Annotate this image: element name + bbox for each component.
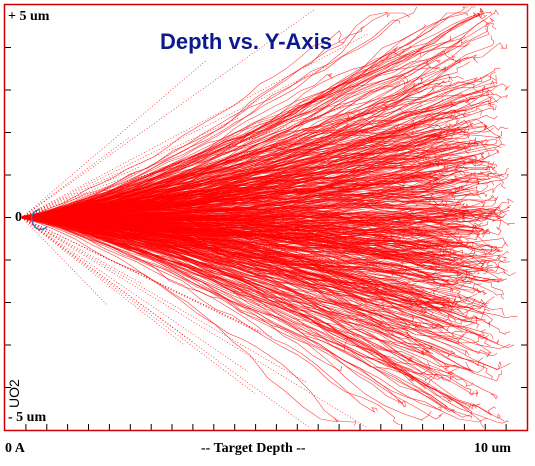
ion-trajectory: [21, 216, 470, 356]
ion-trajectory: [21, 12, 486, 219]
ion-trajectory: [21, 217, 485, 373]
ion-trajectory: [21, 119, 469, 218]
ion-trajectory: [21, 217, 449, 286]
outlier-trajectory: [21, 217, 308, 384]
ion-trajectory: [21, 217, 439, 386]
ion-trajectory: [21, 42, 508, 218]
ion-trajectory: [21, 118, 484, 218]
axis-ticks: [5, 47, 527, 430]
ion-trajectory: [21, 217, 432, 421]
ion-trajectory: [21, 14, 488, 218]
outlier-trajectory: [21, 173, 136, 218]
ion-trajectory: [21, 197, 496, 219]
ion-trajectory: [21, 217, 448, 409]
ion-trajectory: [21, 216, 426, 390]
ion-trajectory: [21, 217, 343, 372]
y-tick-bottom: - 5 um: [8, 410, 46, 425]
ion-trajectory: [21, 216, 401, 426]
outlier-trajectory: [21, 217, 256, 277]
ion-trajectory: [21, 217, 473, 327]
ion-trajectory: [21, 114, 457, 218]
ion-label: UO2: [6, 379, 22, 408]
y-tick-zero: 0: [15, 210, 22, 225]
ion-trajectory: [21, 216, 401, 240]
ion-trajectory: [21, 217, 473, 416]
outlier-trajectory: [21, 217, 188, 241]
outlier-trajectory: [21, 217, 261, 334]
outlier-trajectory: [21, 217, 185, 345]
outlier-trajectory: [21, 217, 249, 372]
outlier-trajectory: [21, 136, 256, 218]
outlier-trajectory: [21, 126, 339, 218]
ion-trajectory: [22, 212, 515, 228]
ion-trajectory: [21, 59, 441, 218]
outlier-trajectory: [21, 183, 232, 218]
chart-title: Depth vs. Y-Axis: [160, 29, 332, 54]
ion-trajectory: [21, 145, 476, 218]
plot-frame-border: [3, 3, 529, 432]
outlier-trajectory: [21, 217, 405, 251]
ion-trajectory: [21, 8, 484, 218]
ion-trajectory: [21, 96, 502, 218]
ion-trajectory: [21, 180, 404, 218]
ion-trajectory: [21, 216, 420, 303]
ion-trajectory: [21, 173, 382, 218]
ion-trajectory: [21, 217, 456, 358]
ion-trajectory: [21, 217, 506, 272]
outlier-trajectory: [21, 191, 388, 218]
ion-trajectory: [21, 56, 469, 219]
ion-trajectory: [21, 217, 357, 426]
ion-trajectory: [21, 122, 350, 219]
outlier-trajectory: [21, 217, 194, 343]
outlier-trajectory: [21, 117, 240, 218]
ion-trajectory: [21, 217, 445, 257]
ion-trajectory: [21, 217, 450, 308]
ion-trajectory: [21, 128, 453, 219]
ion-trajectory: [21, 25, 364, 218]
ion-trajectory: [21, 217, 516, 277]
ion-trajectory: [21, 50, 422, 218]
ion-trajectory: [21, 6, 469, 219]
trajectory-layer: [21, 6, 518, 429]
x-tick-left: 0 A: [5, 441, 26, 456]
ion-trajectory: [21, 135, 443, 218]
ion-trajectory: [21, 11, 391, 219]
ion-trajectory: [21, 217, 450, 371]
ion-trajectory: [21, 157, 432, 218]
outlier-trajectory: [21, 217, 214, 224]
ion-trajectory: [21, 217, 482, 293]
ion-trajectory: [21, 217, 402, 404]
ion-trajectory: [21, 120, 473, 219]
outlier-trajectory: [21, 217, 277, 263]
ion-trajectory: [21, 217, 339, 423]
outlier-trajectory: [21, 216, 275, 218]
outlier-trajectory: [21, 217, 255, 394]
ion-trajectory: [21, 216, 394, 240]
ion-trajectory: [21, 144, 389, 218]
ion-trajectory: [21, 217, 460, 310]
outlier-trajectory: [21, 166, 141, 218]
ion-trajectory: [21, 172, 437, 219]
outlier-trajectory: [21, 217, 311, 429]
surface-marker: [30, 208, 48, 231]
ion-trajectory: [21, 209, 428, 221]
x-axis-label: -- Target Depth --: [201, 441, 306, 456]
ion-trajectory: [21, 74, 497, 218]
y-tick-top: + 5 um: [8, 9, 50, 24]
outlier-trajectory: [21, 217, 438, 233]
outlier-trajectory: [21, 217, 370, 223]
ion-trajectory: [21, 30, 345, 218]
ion-trajectory: [21, 12, 410, 219]
x-tick-right: 10 um: [474, 441, 511, 456]
ion-trajectory: [21, 217, 502, 382]
outlier-trajectory: [21, 102, 357, 218]
outlier-trajectory: [21, 217, 108, 306]
outlier-trajectory: [21, 33, 369, 218]
ion-trajectory: [21, 175, 459, 219]
ion-trajectory: [21, 217, 341, 272]
